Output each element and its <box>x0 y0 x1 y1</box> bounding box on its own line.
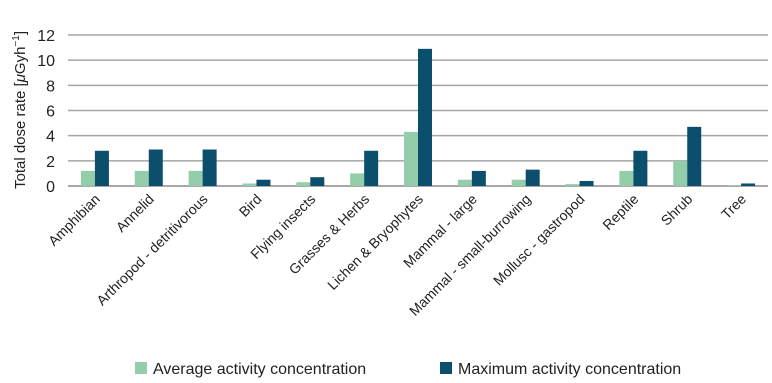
bar-average <box>673 160 688 186</box>
bar-average <box>404 131 418 186</box>
legend-label-maximum: Maximum activity concentration <box>458 361 681 378</box>
y-axis-title-mu: μ <box>12 74 29 83</box>
bar-maximum <box>364 150 379 186</box>
bar-average <box>296 182 311 186</box>
bar-average <box>80 170 95 186</box>
bar-maximum <box>633 150 648 186</box>
bars <box>80 48 756 186</box>
bar-average <box>619 170 634 186</box>
x-category-label: Bird <box>236 191 265 220</box>
bar-maximum <box>471 170 486 186</box>
bar-maximum <box>148 149 163 186</box>
bar-maximum <box>525 169 540 186</box>
y-axis-title-main: Total dose rate [ <box>12 81 29 189</box>
x-category-label: Reptile <box>599 191 641 233</box>
bar-maximum <box>741 183 756 186</box>
bar-average <box>134 170 149 186</box>
x-category-label: Amphibian <box>45 191 103 249</box>
bar-average <box>511 179 526 186</box>
bar-maximum <box>94 150 109 186</box>
legend: Average activity concentration Maximum a… <box>135 361 681 378</box>
y-tick-label: 4 <box>46 129 55 146</box>
legend-swatch-average <box>135 362 147 374</box>
bar-maximum <box>579 180 594 186</box>
x-category-label: Mollusc - gastropod <box>490 191 588 289</box>
legend-label-average: Average activity concentration <box>153 361 366 378</box>
y-tick-label: 6 <box>46 104 55 121</box>
y-axis-title-unit: Gyh <box>12 47 29 75</box>
y-axis-title-sup: −1 <box>11 35 22 47</box>
y-tick-label: 2 <box>46 154 55 171</box>
bar-maximum <box>256 179 271 186</box>
legend-swatch-maximum <box>440 362 452 374</box>
x-category-label: Lichen & Bryophytes <box>324 191 426 293</box>
x-category-label: Annelid <box>113 191 157 235</box>
bar-average <box>188 170 203 186</box>
x-category-label: Tree <box>718 191 749 222</box>
bar-average <box>727 185 742 186</box>
bar-maximum <box>687 126 702 186</box>
x-category-label: Arthropod - detritivorous <box>93 191 211 309</box>
y-tick-label: 12 <box>37 28 55 45</box>
x-category-label: Shrub <box>658 191 696 229</box>
bar-maximum <box>202 149 217 186</box>
bar-maximum <box>310 177 325 186</box>
bar-maximum <box>418 48 432 186</box>
bar-average <box>457 179 472 186</box>
bar-average <box>350 173 365 186</box>
bar-average <box>242 183 257 186</box>
y-tick-label: 10 <box>37 53 55 70</box>
bar-average <box>565 184 580 186</box>
y-axis-title-close: ] <box>12 31 29 35</box>
y-tick-labels: 0 2 4 6 8 10 12 <box>37 28 55 196</box>
y-axis-title: Total dose rate [μGyh−1] <box>11 31 29 189</box>
y-tick-label: 0 <box>46 179 55 196</box>
y-tick-label: 8 <box>46 78 55 95</box>
